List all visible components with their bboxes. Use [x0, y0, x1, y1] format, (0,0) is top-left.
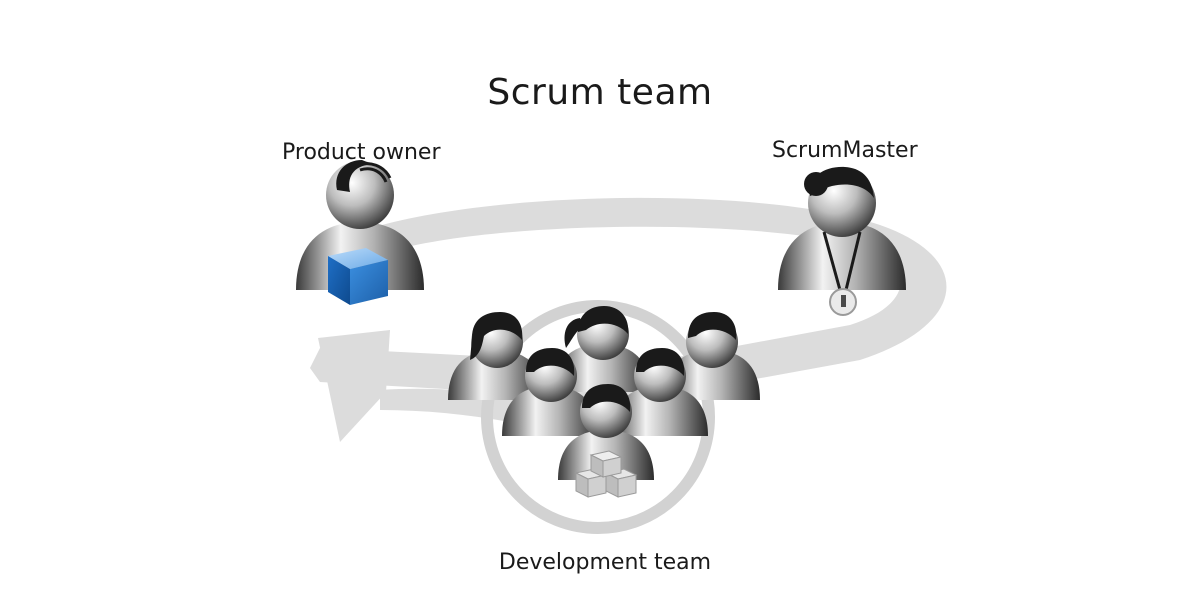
- dev-team-figures: [448, 306, 760, 498]
- diagram-title: Scrum team: [487, 72, 713, 113]
- blue-cube-icon: [328, 248, 388, 305]
- dev-team-circle: [481, 300, 715, 534]
- person-icon: [778, 222, 906, 290]
- scrum-master-label: ScrumMaster: [772, 138, 918, 163]
- whistle-icon: [829, 288, 857, 316]
- product-owner-label: Product owner: [282, 140, 441, 165]
- grey-boxes-icon: [574, 450, 638, 498]
- development-team-label: Development team: [498, 550, 712, 575]
- product-owner-figure: [296, 160, 424, 305]
- scrum-master-figure: [778, 166, 906, 316]
